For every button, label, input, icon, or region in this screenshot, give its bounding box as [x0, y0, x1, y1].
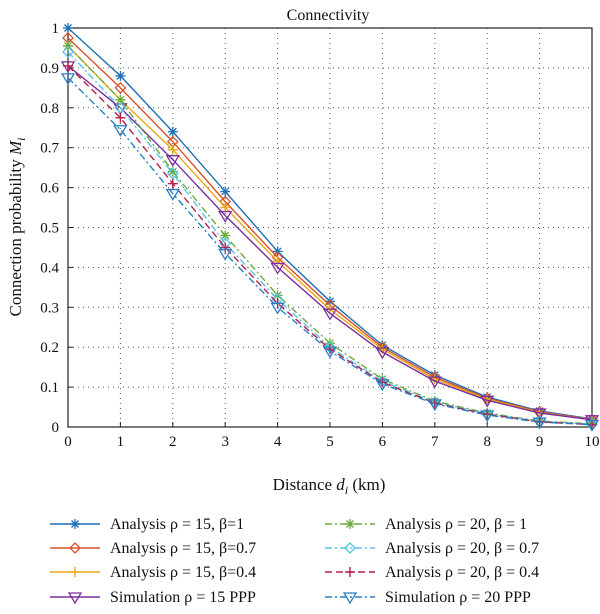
series-point	[220, 242, 231, 253]
series-point	[115, 112, 126, 123]
chart-title: Connectivity	[287, 7, 370, 24]
y-tick-label: 0.2	[40, 340, 59, 356]
series-line	[67, 45, 593, 425]
legend-label: Analysis ρ = 15, β=0.4	[110, 564, 256, 581]
series-point	[427, 399, 442, 412]
legend-marker	[345, 567, 355, 577]
series-point	[322, 346, 338, 359]
legend-entry: Analysis ρ = 20, β = 1	[325, 516, 527, 533]
legend-label: Simulation ρ = 15 PPP	[110, 589, 256, 606]
legend-entry: Analysis ρ = 15, β=0.7	[50, 540, 256, 557]
y-tick-label: 0.8	[40, 101, 59, 117]
series-point	[272, 246, 283, 257]
legend-label: Analysis ρ = 20, β = 0.7	[385, 540, 539, 557]
y-axis-label: Connection probability Mi	[6, 138, 28, 317]
series-point	[322, 308, 338, 321]
legend-entry: Analysis ρ = 15, β=0.4	[50, 564, 256, 581]
series-line	[67, 77, 593, 426]
legend-marker	[344, 542, 356, 554]
series-point	[63, 60, 73, 71]
series-point	[167, 178, 178, 189]
series-line	[67, 65, 593, 421]
series-point	[272, 256, 283, 267]
x-axis-label: Distance di (km)	[273, 475, 386, 497]
series-8	[60, 73, 600, 432]
legend-label: Analysis ρ = 20, β = 0.4	[385, 564, 539, 581]
axis-ticks: 0 1 2 3 4 5 6 7 8 9 10 0 0.1 0.2 0.3 0.4 0.5 0.6 0.7 0.8 0.9…	[40, 21, 599, 450]
grid-lines	[68, 28, 592, 427]
legend-entry: Analysis ρ = 20, β = 0.4	[325, 564, 539, 581]
y-tick-label: 0.5	[40, 221, 59, 237]
x-tick-label: 5	[326, 434, 334, 450]
x-tick-label: 8	[483, 434, 491, 450]
series-point	[63, 40, 73, 51]
series-point	[270, 302, 285, 315]
series-point	[60, 73, 76, 86]
series-point	[220, 186, 231, 197]
series-point	[218, 248, 233, 261]
series-point	[375, 347, 390, 360]
series-point	[375, 379, 390, 392]
series-lines	[60, 23, 600, 432]
series-point	[167, 144, 178, 155]
series-7	[63, 60, 597, 430]
y-tick-label: 0	[52, 420, 60, 436]
series-point	[165, 155, 180, 167]
legend-marker	[69, 542, 81, 554]
legend-marker	[67, 592, 83, 605]
y-tick-label: 0.3	[40, 300, 59, 316]
legend-entry: Analysis ρ = 15, β=1	[50, 516, 244, 533]
legend-label: Analysis ρ = 15, β=1	[110, 516, 244, 533]
legend-entry: Analysis ρ = 20, β = 0.7	[325, 540, 539, 557]
x-tick-label: 2	[169, 434, 177, 450]
series-point	[167, 126, 178, 137]
series-point	[480, 395, 495, 408]
x-tick-label: 4	[274, 434, 282, 450]
series-point	[113, 125, 128, 138]
series-point	[165, 188, 180, 201]
x-tick-label: 6	[379, 434, 387, 450]
y-tick-label: 0.6	[40, 181, 59, 197]
legend-marker	[345, 519, 355, 529]
series-point	[532, 408, 547, 421]
legend-label: Analysis ρ = 15, β=0.7	[110, 540, 256, 557]
legend-entry: Simulation ρ = 15 PPP	[50, 589, 256, 606]
legend: Analysis ρ = 15, β=1 Analysis ρ = 15, β=0…	[50, 516, 539, 606]
legend-marker	[70, 567, 80, 577]
y-tick-label: 0.1	[40, 380, 59, 396]
legend-marker	[70, 519, 80, 529]
series-point	[427, 376, 442, 389]
series-point	[218, 210, 233, 223]
y-tick-label: 0.9	[40, 61, 59, 77]
series-point	[270, 262, 285, 275]
legend-entry: Simulation ρ = 20 PPP	[325, 589, 531, 606]
x-tick-label: 3	[221, 434, 229, 450]
series-point	[63, 23, 73, 33]
x-tick-label: 1	[117, 434, 125, 450]
x-tick-label: 9	[536, 434, 544, 450]
y-tick-label: 0.7	[40, 141, 59, 157]
x-tick-label: 0	[64, 434, 72, 450]
series-point	[62, 46, 74, 58]
x-tick-label: 7	[431, 434, 439, 450]
y-tick-label: 1	[52, 21, 60, 37]
series-point	[115, 70, 126, 81]
series-point	[480, 410, 495, 423]
series-point	[532, 417, 547, 430]
series-point	[584, 419, 600, 432]
series-point	[114, 81, 127, 94]
legend-label: Simulation ρ = 20 PPP	[385, 589, 531, 606]
y-tick-label: 0.4	[40, 260, 59, 276]
legend-label: Analysis ρ = 20, β = 1	[385, 516, 527, 533]
series-line	[67, 65, 593, 426]
x-tick-label: 10	[585, 434, 600, 450]
legend-marker	[342, 592, 358, 605]
